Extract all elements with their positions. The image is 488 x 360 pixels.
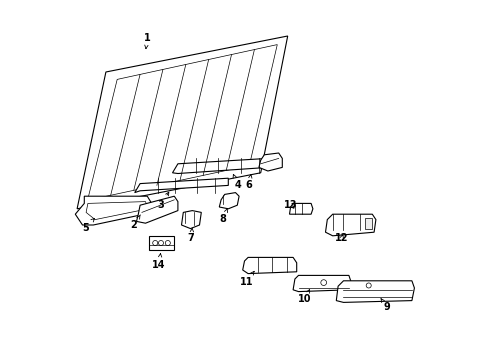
Text: 6: 6 [245, 175, 252, 190]
Polygon shape [242, 257, 296, 274]
Polygon shape [77, 36, 287, 209]
Polygon shape [292, 275, 350, 292]
Text: 9: 9 [380, 299, 389, 312]
Text: 7: 7 [187, 228, 194, 243]
Text: 8: 8 [220, 208, 227, 224]
Polygon shape [219, 193, 239, 209]
Text: 12: 12 [334, 233, 348, 243]
Text: 10: 10 [298, 289, 311, 304]
Text: 4: 4 [233, 174, 241, 190]
Polygon shape [149, 236, 174, 250]
Polygon shape [325, 214, 375, 236]
Text: 11: 11 [239, 271, 254, 287]
Polygon shape [134, 178, 228, 193]
Polygon shape [289, 203, 312, 214]
Text: 13: 13 [283, 200, 297, 210]
Text: 3: 3 [157, 192, 168, 210]
Text: 14: 14 [152, 253, 165, 270]
Polygon shape [87, 45, 277, 200]
Polygon shape [258, 153, 282, 171]
Polygon shape [136, 196, 178, 223]
Polygon shape [336, 281, 413, 302]
Polygon shape [172, 158, 267, 174]
Polygon shape [181, 211, 201, 229]
Polygon shape [86, 202, 148, 220]
Text: 5: 5 [82, 219, 94, 233]
Polygon shape [365, 218, 371, 229]
Text: 2: 2 [130, 215, 140, 230]
Polygon shape [75, 196, 152, 225]
Text: 1: 1 [143, 33, 150, 49]
